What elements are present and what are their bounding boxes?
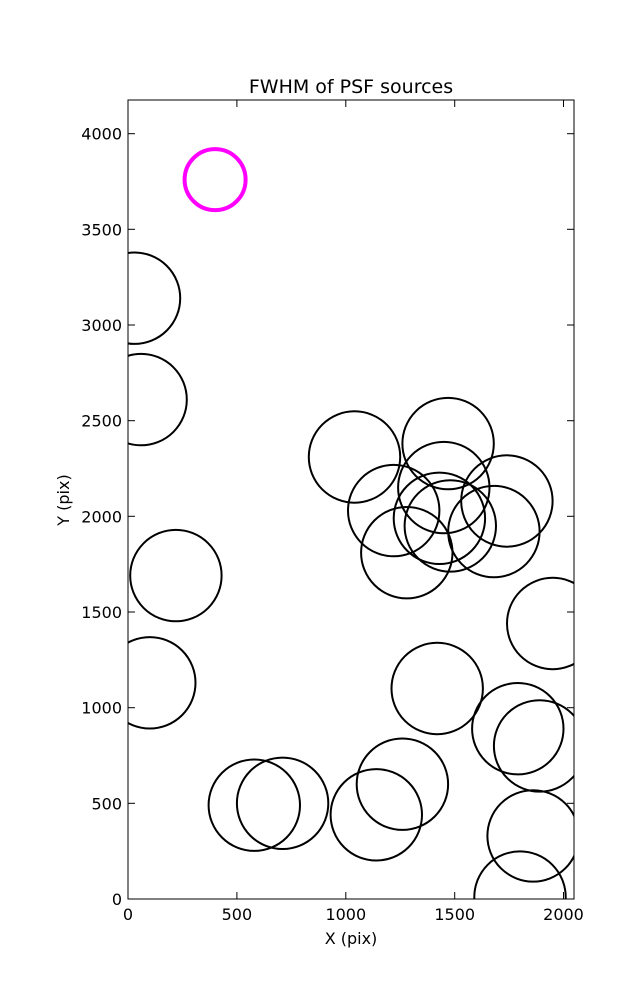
source-circle [401,396,495,491]
y-axis-label: Y (pix) [54,474,73,526]
y-tick-label: 2000 [81,507,122,526]
x-tick-label: 0 [123,905,133,924]
source-circle [329,768,423,862]
source-circle [390,641,484,736]
chart-title: FWHM of PSF sources [249,76,453,98]
source-circle [129,528,223,623]
ticks-layer: 0 500 1000 1500 2000 0 500 1000 1500 2000 2500 3000… [81,100,584,924]
source-circle [360,506,454,600]
y-tick-label: 1500 [81,603,122,622]
source-circle [128,251,182,345]
x-tick-label: 1000 [325,905,366,924]
y-tick-label: 1000 [81,699,122,718]
y-tick-label: 2500 [81,412,122,431]
source-circle [128,352,188,447]
y-tick-label: 3500 [81,220,122,239]
y-tick-label: 4000 [81,125,122,144]
source-circle [347,463,441,558]
source-circle-highlight [182,147,248,213]
source-circle [403,479,497,573]
source-circle [207,758,302,852]
source-circle [397,440,491,535]
sources-layer [128,147,574,899]
x-tick-label: 500 [222,905,253,924]
plot-frame [127,99,575,900]
x-tick-label: 2000 [543,905,584,924]
source-circle [492,699,574,793]
x-tick-label: 1500 [434,905,475,924]
source-circle [506,576,574,671]
source-circle [486,789,574,883]
source-circle [447,484,541,579]
source-circle [235,756,330,850]
source-circle [392,471,487,565]
x-axis-label: X (pix) [325,929,378,948]
source-circle [473,850,567,899]
y-tick-label: 3000 [81,316,122,335]
source-circle [355,737,450,831]
y-tick-label: 500 [91,794,122,813]
source-circle [307,410,402,504]
y-tick-label: 0 [112,890,122,909]
source-circle [471,682,565,776]
source-circle [128,636,197,730]
